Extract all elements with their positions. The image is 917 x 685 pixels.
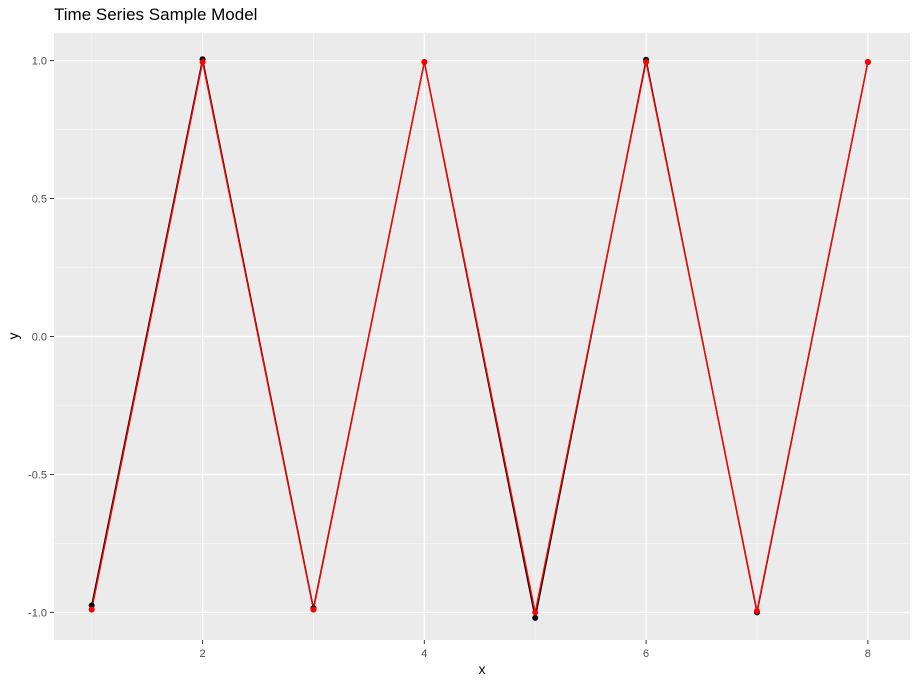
y-tick-label: 0.5 [32,194,47,206]
y-axis-title: y [5,333,21,340]
series-line-2 [91,61,869,614]
series-2-point [421,58,428,65]
x-axis: 2 4 6 8 [200,640,871,660]
series-2-point [753,608,760,615]
x-axis-title: x [479,661,486,677]
x-tick-label: 8 [865,648,871,660]
series-2-point [864,58,871,65]
major-gridlines [54,33,910,640]
points-layer [88,56,871,621]
series-2-point [532,609,539,616]
x-tick-label: 4 [421,648,427,660]
y-tick-label: -1.0 [28,607,47,619]
series-2-point [199,58,206,65]
x-tick-label: 6 [643,648,649,660]
x-tick-label: 2 [200,648,206,660]
y-tick-label: 0.0 [32,332,47,344]
y-tick-label: -0.5 [28,469,47,481]
series-2-point [310,606,317,613]
chart-title: Time Series Sample Model [54,5,257,24]
y-tick-label: 1.0 [32,56,47,68]
y-axis: -1.0 -0.5 0.0 0.5 1.0 [28,56,54,619]
series-1-point [532,614,539,621]
series-2-point [88,606,95,613]
series-2-point [643,58,650,65]
series-layer [91,58,869,619]
series-1-point [88,602,95,609]
